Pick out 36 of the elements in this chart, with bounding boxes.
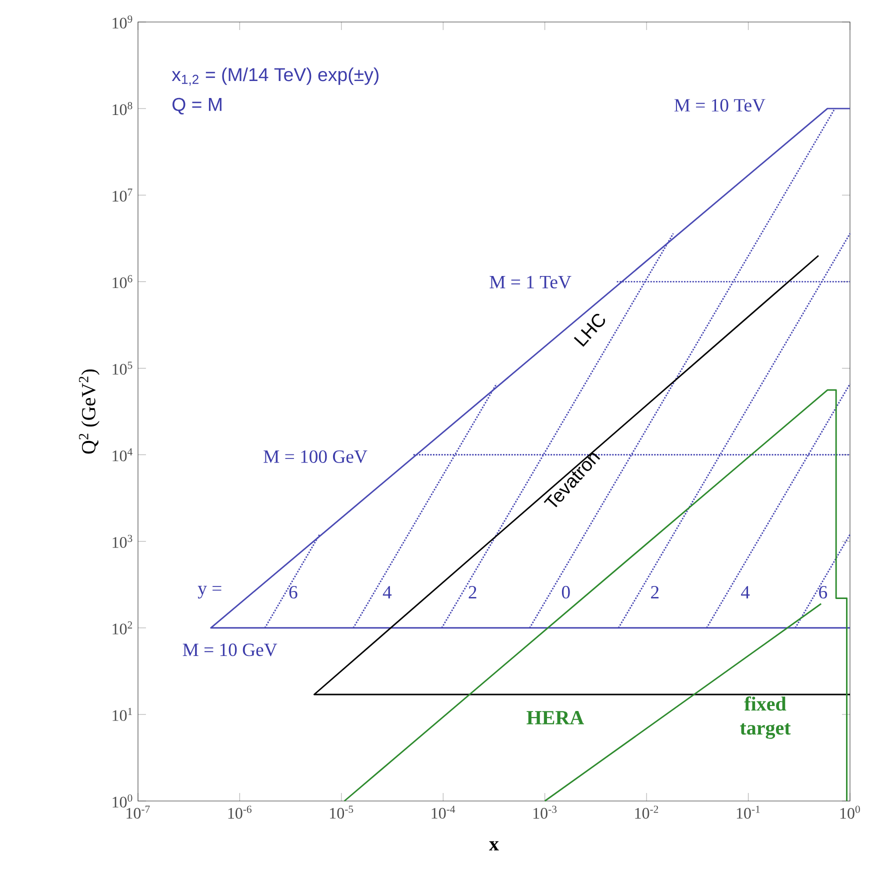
annotation: M = 1 TeV	[490, 276, 572, 289]
y-tick-label: 10$^{4}$	[112, 448, 132, 462]
x-axis-title: x	[489, 841, 499, 850]
annotation: x$_{1,2}$ = (M/14 TeV) exp(±y)	[172, 68, 378, 86]
x-tick-label: 10$^{-4}$	[432, 806, 456, 819]
annotation: 2	[651, 586, 659, 598]
x-tick-label: 10$^{-2}$	[635, 806, 658, 819]
y-tick-label: 10$^{1}$	[112, 708, 132, 721]
y-axis-title: Q$^{2}$ (GeV$^{2}$)	[78, 369, 100, 454]
y-tick-label: 10$^{3}$	[112, 534, 132, 548]
y-tick-label: 10$^{7}$	[112, 188, 132, 202]
annotation: M = 100 GeV	[264, 450, 368, 464]
annotation: 4	[741, 586, 750, 598]
y-tick-label: 10$^{6}$	[112, 275, 132, 288]
x-tick-label: 10$^{-7}$	[126, 806, 150, 819]
annotation: fixed target	[740, 696, 791, 739]
y-tick-label: 10$^{8}$	[112, 102, 132, 116]
x-tick-label: 10$^{0}$	[840, 806, 860, 819]
y-tick-label: 10$^{0}$	[112, 794, 132, 808]
y-tick-label: 10$^{2}$	[112, 621, 132, 634]
annotation: M = 10 TeV	[674, 99, 766, 112]
annotation: 6	[819, 586, 828, 599]
annotation: y =	[198, 586, 222, 599]
y-tick-label: 10$^{5}$	[112, 362, 132, 375]
x-tick-label: 10$^{-5}$	[330, 806, 354, 819]
annotation: 0	[562, 586, 570, 599]
annotation: 2	[468, 586, 476, 598]
annotation: HERA	[526, 711, 584, 724]
x-tick-label: 10$^{-3}$	[533, 806, 557, 819]
annotation: 4	[382, 586, 392, 598]
annotation: M = 10 GeV	[182, 644, 278, 656]
annotation: Q = M	[172, 98, 222, 114]
x-tick-label: 10$^{-1}$	[736, 806, 760, 819]
y-tick-label: 10$^{9}$	[112, 15, 132, 29]
annotation: 6	[289, 586, 298, 599]
x-tick-label: 10$^{-6}$	[228, 806, 252, 819]
